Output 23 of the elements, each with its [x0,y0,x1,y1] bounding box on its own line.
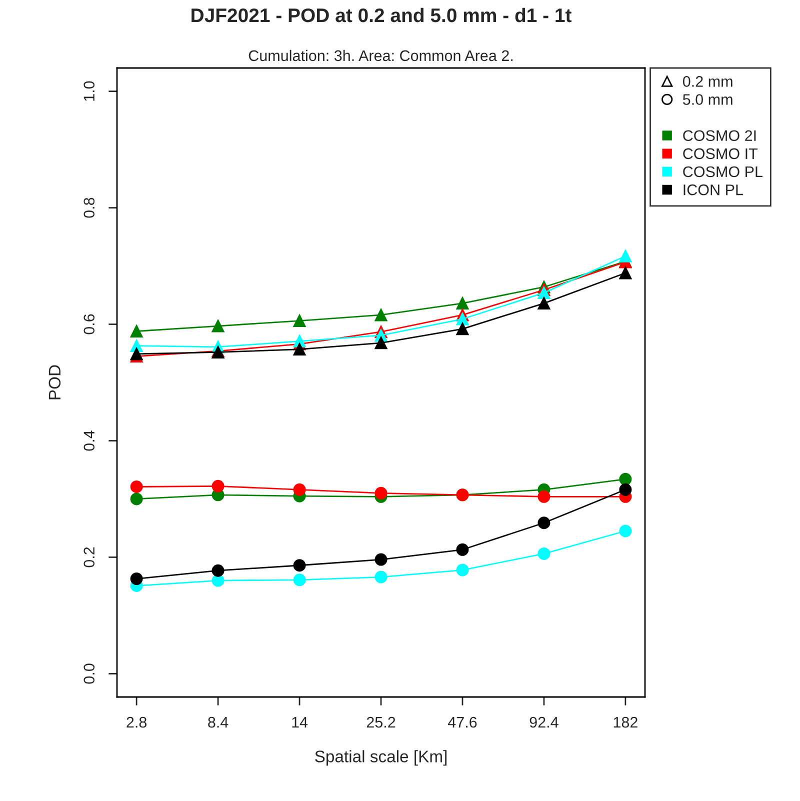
legend-label: COSMO PL [683,166,763,178]
y-tick-label: 0.2 [84,547,95,568]
x-tick-label: 47.6 [448,716,477,728]
chart-title: DJF2021 - POD at 0.2 and 5.0 mm - d1 - 1t [192,8,572,22]
y-tick-label: 1.0 [84,81,95,101]
x-axis-title: Spatial scale [Km] [315,750,447,766]
legend-label: COSMO 2I [683,130,756,142]
text: 0.2 mm [682,76,732,87]
x-tick-label: 25.2 [366,716,396,728]
text: 5.0 mm [682,94,732,105]
x-tick-label: 14 [292,717,308,728]
y-tick-label: 0.6 [84,314,95,334]
y-tick-label: 0.8 [84,198,95,218]
y-tick-label: 0.4 [84,430,95,451]
y-axis-title: POD [48,365,61,400]
legend-label: COSMO IT [683,148,758,160]
legend-label: ICON PL [684,184,743,196]
y-tick-label: 0.0 [84,664,95,684]
x-tick-label: 92.4 [530,716,558,728]
x-tick-label: 8.4 [208,716,228,728]
x-tick-label: 182 [614,716,638,728]
chart-subtitle: Cumulation: 3h. Area: Common Area 2. [248,50,513,62]
x-tick-label: 2.8 [126,716,147,728]
